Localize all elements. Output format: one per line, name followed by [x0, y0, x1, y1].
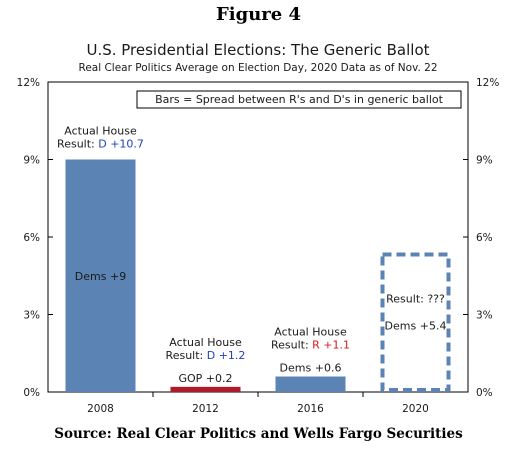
annotation-heading: Actual House — [169, 336, 242, 349]
bar-value-label: GOP +0.2 — [178, 372, 232, 385]
annotation-result: Result: ??? — [386, 293, 445, 306]
bar-value-label: Dems +0.6 — [280, 362, 342, 375]
annotation-result: Result: D +1.2 — [166, 349, 246, 362]
legend-text: Bars = Spread between R's and D's in gen… — [155, 93, 444, 106]
bar-value-label: Dems +5.4 — [385, 320, 447, 333]
y-tick-label-left: 9% — [23, 155, 40, 167]
bar — [170, 386, 241, 392]
y-tick-label-left: 0% — [23, 387, 40, 399]
bar — [275, 376, 346, 392]
x-tick-label: 2008 — [87, 403, 114, 415]
x-tick-label: 2016 — [297, 403, 324, 415]
y-tick-label-right: 9% — [476, 155, 493, 167]
annotation-heading: Actual House — [64, 125, 137, 138]
figure-label: Figure 4 — [215, 4, 302, 25]
chart-title: U.S. Presidential Elections: The Generic… — [86, 41, 429, 59]
legend-box — [136, 90, 462, 109]
y-tick-label-left: 6% — [23, 232, 40, 244]
y-tick-label-right: 6% — [476, 232, 493, 244]
y-tick-label-right: 0% — [476, 387, 493, 399]
y-tick-label-left: 12% — [17, 77, 40, 89]
bar — [380, 252, 451, 392]
annotation-heading: Actual House — [274, 326, 347, 339]
y-tick-label-right: 3% — [476, 310, 493, 322]
annotation-result: Result: D +10.7 — [57, 138, 144, 151]
bar-value-label: Dems +9 — [75, 270, 126, 283]
plot-area: 0% 0% 3% 3% 6% 6% 9% 9% 12% 12% 2008 2012 2016 2020 Ba… — [17, 77, 500, 415]
bar — [65, 159, 136, 392]
x-tick-label: 2012 — [192, 403, 219, 415]
y-tick-label-right: 12% — [476, 77, 499, 89]
x-tick-label: 2020 — [402, 403, 429, 415]
chart-subtitle: Real Clear Politics Average on Election … — [79, 62, 438, 74]
source-note: Source: Real Clear Politics and Wells Fa… — [54, 426, 463, 442]
y-tick-label-left: 3% — [23, 310, 40, 322]
annotation-result: Result: R +1.1 — [271, 339, 350, 352]
